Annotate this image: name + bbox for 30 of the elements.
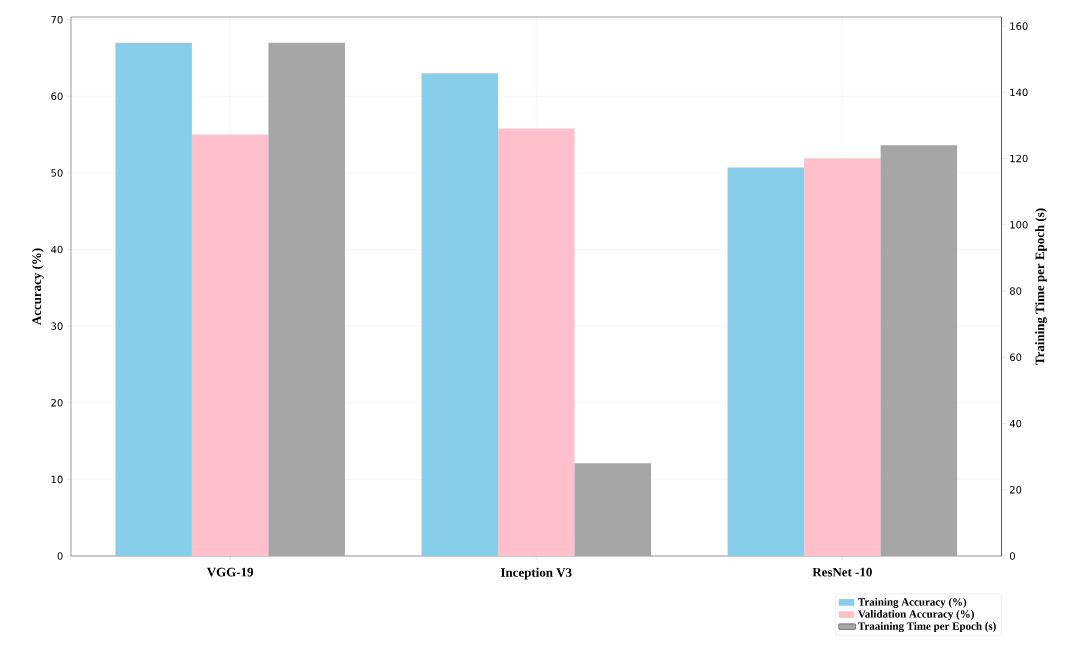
bar (497, 128, 575, 556)
x-tick-label: VGG-19 (206, 567, 254, 577)
y-tick-label: 20 (51, 398, 63, 407)
y2-tick-label: 40 (1009, 419, 1022, 428)
y2-tick-label: 60 (1009, 353, 1022, 362)
y-tick-label: 40 (51, 245, 63, 254)
y-axis-title: Accuracy (%) (31, 248, 44, 326)
legend-label: Training Accuracy (%) (858, 597, 967, 608)
bar (115, 42, 192, 556)
legend-label: Validation Accuracy (%) (858, 610, 974, 620)
bar (727, 167, 805, 556)
x-tick-label: Inception V3 (500, 567, 572, 580)
legend-label: Traaining Time per Epoch (s) (858, 622, 996, 633)
y-tick-label: 60 (51, 92, 63, 101)
y2-tick-label: 20 (1010, 485, 1022, 494)
y2-tick-label: 0 (1009, 552, 1015, 560)
y2-tick-label: 100 (1010, 221, 1028, 229)
y2-tick-label: 140 (1010, 88, 1028, 97)
y-tick-label: 30 (51, 322, 63, 330)
y-tick-label: 50 (51, 169, 63, 177)
y-tick-label: 10 (51, 475, 63, 484)
y-tick-label: 70 (51, 15, 63, 24)
x-tick-label: ResNet -10 (812, 567, 872, 577)
y2-tick-label: 160 (1010, 22, 1028, 30)
bar (574, 463, 652, 556)
y2-tick-label: 120 (1010, 154, 1028, 163)
y2-tick-label: 80 (1009, 287, 1022, 295)
bar (421, 73, 498, 556)
y2-axis-title: Training Time per Epoch (s) (1035, 208, 1047, 365)
y-tick-label: 0 (57, 552, 63, 560)
